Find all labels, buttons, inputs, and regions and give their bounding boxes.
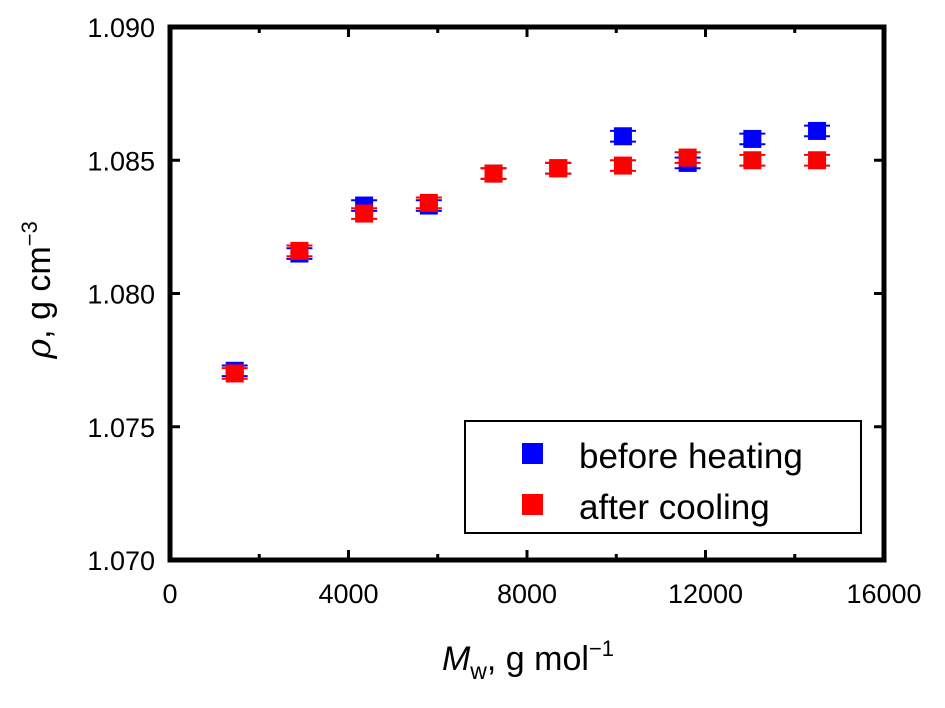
y-axis-unit: , g cm [20, 246, 58, 339]
data-point [613, 127, 632, 146]
data-points [221, 121, 831, 383]
y-axis-title: ρ, g cm−3 [17, 221, 59, 360]
x-axis-symbol: M [442, 640, 471, 678]
data-point [355, 204, 374, 223]
legend-label-before-heating: before heating [579, 437, 803, 476]
plot-area-frame [167, 24, 887, 563]
x-tick-label: 4000 [318, 579, 378, 609]
tick-labels: 0 4000 8000 12000 16000 1.070 1.075 1.080 1.085 1… [87, 13, 921, 609]
data-point [613, 156, 632, 175]
data-point [808, 121, 827, 140]
legend-marker-after-cooling [522, 494, 543, 515]
data-point [290, 241, 309, 260]
data-point [743, 151, 762, 170]
data-point [743, 129, 762, 148]
x-axis-unit: , g mol [487, 640, 589, 678]
y-tick-label: 1.085 [87, 146, 155, 176]
y-axis-symbol: ρ [19, 339, 59, 360]
x-axis-symbol-subscript: w [469, 658, 487, 684]
data-point [678, 148, 697, 167]
legend-label-after-cooling: after cooling [579, 488, 770, 527]
y-axis-unit-exponent: −3 [17, 221, 42, 246]
y-tick-label: 1.070 [87, 546, 155, 576]
x-tick-label: 16000 [846, 579, 921, 609]
x-axis-title: Mw, g mol−1 [442, 636, 614, 684]
y-tick-label: 1.075 [87, 413, 155, 443]
data-point [484, 164, 503, 183]
x-tick-label: 12000 [668, 579, 743, 609]
y-tick-label: 1.090 [87, 13, 155, 43]
data-point [549, 159, 568, 178]
y-tick-label: 1.080 [87, 280, 155, 310]
legend-marker-before-heating [522, 443, 543, 464]
x-axis-unit-exponent: −1 [589, 636, 614, 661]
data-point [225, 364, 244, 383]
series-after-cooling [221, 148, 831, 383]
legend: before heating after cooling [464, 420, 862, 534]
data-point [808, 151, 827, 170]
x-tick-label: 0 [162, 579, 177, 609]
x-tick-label: 8000 [497, 579, 557, 609]
data-point [419, 193, 438, 212]
series-before-heating [221, 121, 831, 380]
